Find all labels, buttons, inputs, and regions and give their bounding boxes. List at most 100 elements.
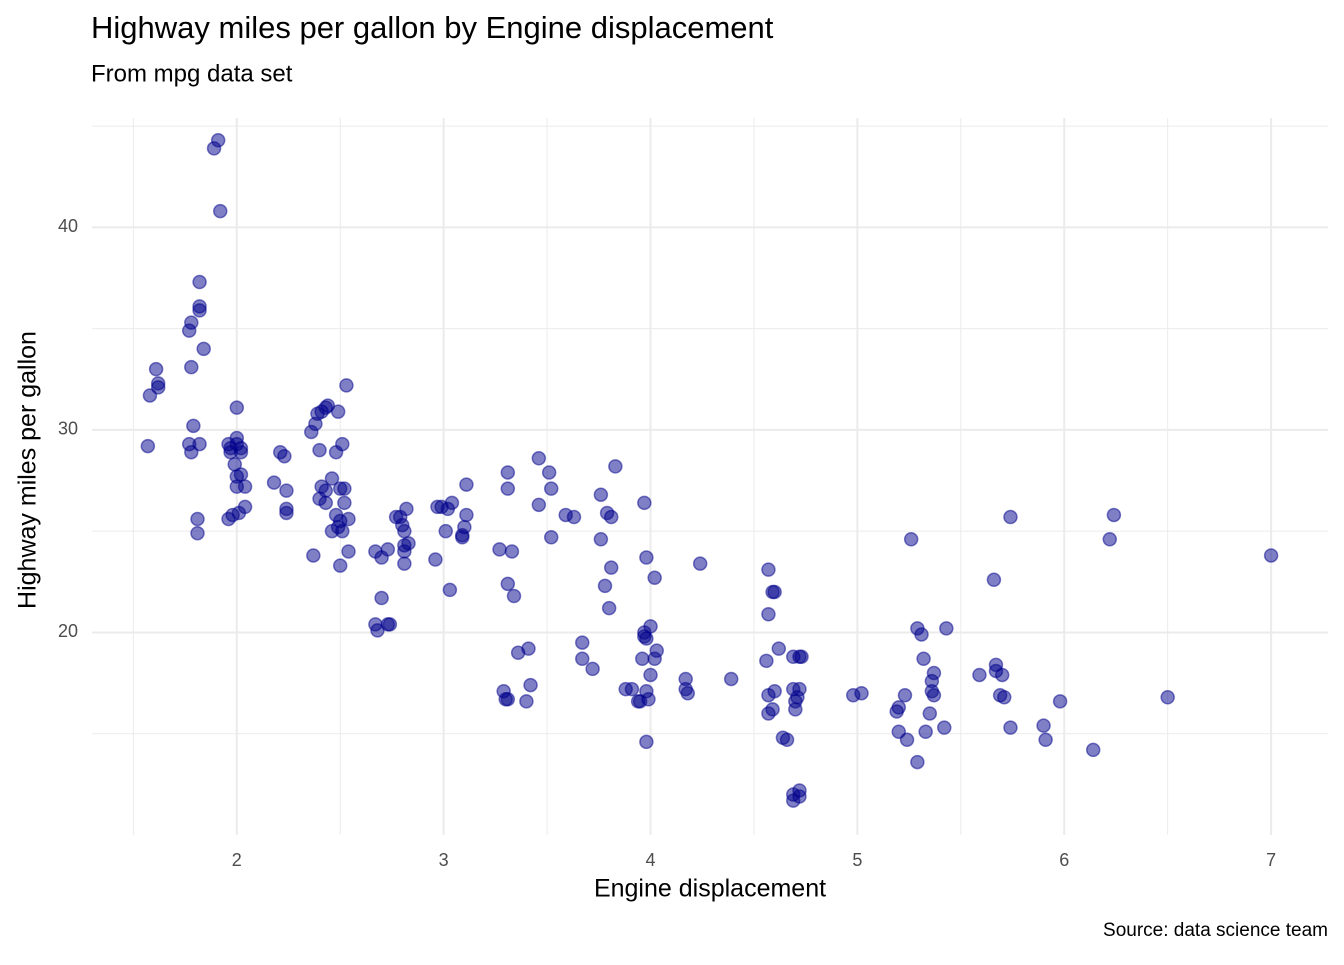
point	[637, 495, 652, 511]
point	[891, 700, 907, 715]
point	[903, 532, 919, 547]
point	[277, 448, 292, 464]
point	[692, 556, 708, 571]
point	[397, 523, 412, 539]
point	[593, 532, 609, 547]
point	[1052, 694, 1068, 709]
point	[1038, 732, 1053, 748]
point	[332, 558, 348, 573]
point	[647, 570, 662, 586]
point	[914, 627, 929, 642]
point	[337, 481, 352, 496]
point	[459, 477, 474, 492]
point	[213, 203, 228, 219]
point	[779, 732, 795, 748]
point	[624, 681, 640, 697]
point	[148, 361, 164, 377]
point	[306, 548, 321, 563]
point	[639, 550, 654, 565]
point	[504, 544, 520, 559]
point	[523, 677, 538, 693]
point	[401, 536, 416, 551]
point	[190, 511, 205, 527]
point	[140, 438, 156, 454]
point	[221, 511, 236, 527]
point	[190, 525, 205, 541]
point	[279, 483, 294, 498]
point	[637, 629, 652, 644]
point	[455, 527, 470, 543]
point	[500, 576, 516, 592]
point	[794, 649, 809, 665]
point	[339, 378, 354, 393]
point	[237, 499, 253, 515]
point	[184, 359, 199, 375]
point	[428, 552, 443, 567]
point	[266, 475, 282, 490]
x-tick-label: 6	[1059, 850, 1069, 870]
point	[922, 706, 938, 721]
point	[150, 380, 166, 395]
point	[380, 542, 396, 557]
point	[543, 530, 559, 545]
point	[918, 724, 933, 739]
point	[330, 404, 346, 419]
point	[312, 442, 327, 458]
point	[593, 487, 609, 502]
point	[541, 465, 557, 480]
point	[854, 685, 869, 701]
point	[1263, 548, 1279, 563]
y-tick-label: 40	[58, 216, 78, 236]
point	[318, 495, 334, 511]
point	[500, 481, 516, 496]
grid	[92, 118, 1328, 835]
point	[643, 667, 658, 683]
point	[585, 661, 600, 677]
point	[575, 635, 590, 650]
point	[792, 789, 807, 804]
point	[597, 578, 613, 594]
point	[723, 671, 739, 687]
point	[459, 507, 474, 523]
point	[500, 692, 516, 707]
point	[233, 467, 249, 482]
point	[647, 651, 662, 667]
point	[790, 690, 805, 705]
point	[1106, 507, 1122, 523]
point	[994, 667, 1010, 683]
point	[399, 501, 414, 517]
point	[531, 451, 547, 466]
point	[543, 481, 559, 496]
point	[192, 436, 207, 452]
point	[761, 606, 776, 622]
point	[341, 511, 356, 527]
point	[767, 584, 782, 600]
point	[1160, 690, 1175, 705]
point	[639, 734, 654, 750]
point	[335, 436, 350, 452]
chart-title: Highway miles per gallon by Engine displ…	[91, 10, 774, 45]
point	[237, 479, 253, 494]
point	[229, 400, 245, 415]
point	[1003, 509, 1018, 525]
point	[916, 651, 931, 667]
point	[279, 505, 294, 521]
point	[192, 303, 207, 318]
point	[939, 621, 954, 636]
x-tick-label: 2	[232, 850, 242, 870]
point	[438, 523, 453, 539]
point	[1036, 718, 1051, 733]
point	[603, 560, 619, 575]
points	[140, 133, 1279, 808]
point	[986, 572, 1002, 588]
point	[181, 323, 197, 338]
point	[765, 702, 780, 717]
point	[603, 509, 619, 525]
point	[337, 495, 352, 511]
point	[374, 590, 389, 606]
x-tick-label: 3	[439, 850, 449, 870]
point	[1102, 532, 1118, 547]
point	[632, 694, 648, 709]
point	[382, 617, 398, 632]
